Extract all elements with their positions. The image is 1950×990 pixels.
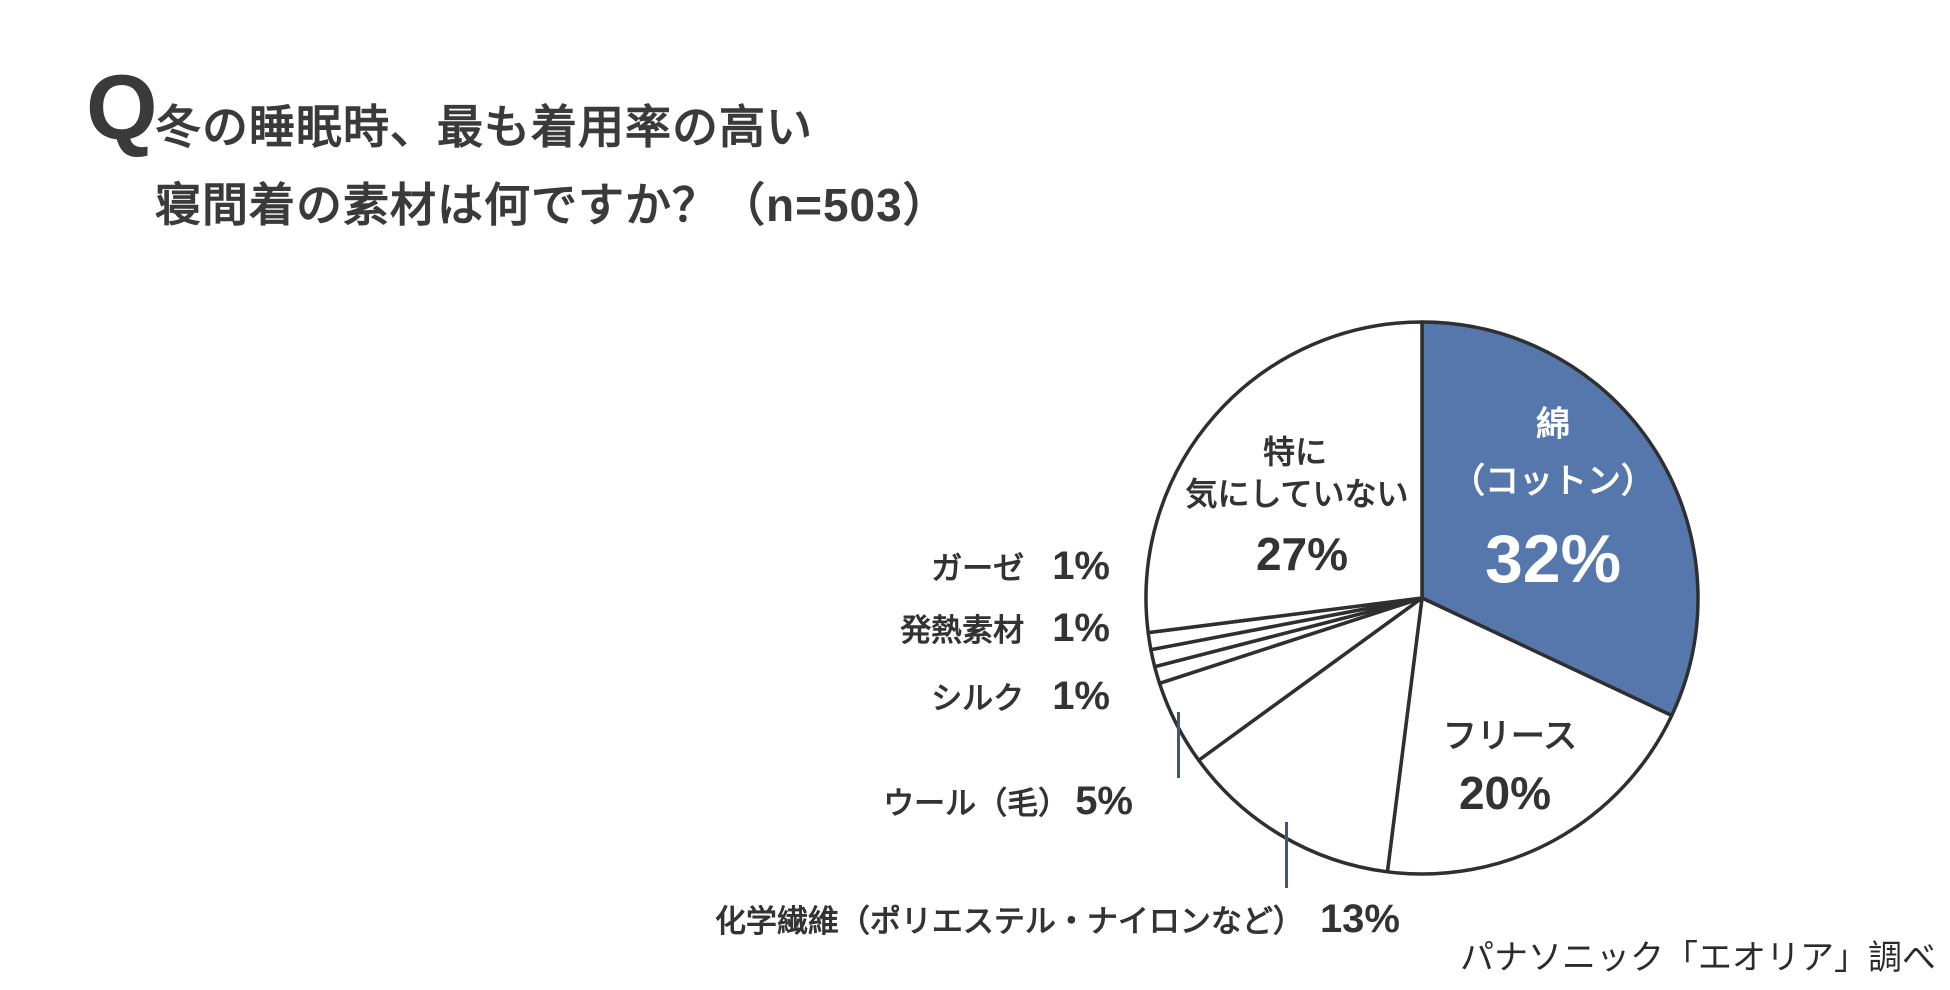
slice-pct-fleece: 20%	[1458, 767, 1552, 819]
slice-pct-chemical: 13%	[1319, 897, 1400, 941]
pie-chart	[1144, 320, 1700, 876]
pie-slice-fleece	[1385, 596, 1674, 876]
slice-label-heat: 発熱素材	[900, 613, 1025, 648]
slice-label-cotton-line2: （コットン）	[1451, 462, 1655, 501]
slice-label-fleece: フリース	[1442, 717, 1578, 756]
question-mark-label: Q	[86, 57, 158, 159]
label-row-heat: 発熱素材 1%	[900, 605, 1110, 651]
question-title: 冬の睡眠時、最も着用率の高い 寝間着の素材は何ですか？（n=503）	[155, 88, 950, 244]
slice-pct-gauze: 1%	[1052, 544, 1110, 588]
pie-slice-none	[1144, 320, 1424, 635]
label-row-silk: シルク 1%	[931, 673, 1110, 719]
slice-label-gauze: ガーゼ	[931, 551, 1025, 586]
pie-slice-chemical	[1196, 596, 1424, 874]
leader-line-wool	[1177, 712, 1180, 778]
label-row-chemical: 化学繊維（ポリエステル・ナイロンなど） 13%	[715, 896, 1400, 942]
slice-pct-cotton: 32%	[1484, 521, 1622, 597]
slice-label-none-line2: 気にしていない	[1185, 476, 1409, 512]
question-title-line1: 冬の睡眠時、最も着用率の高い	[155, 101, 813, 153]
slice-pct-heat: 1%	[1052, 606, 1110, 650]
slice-pct-wool: 5%	[1075, 779, 1133, 823]
slice-label-silk: シルク	[931, 681, 1025, 716]
slice-label-wool: ウール（毛）	[883, 786, 1070, 821]
source-note: パナソニック「エオリア」調べ	[1460, 939, 1936, 977]
label-row-gauze: ガーゼ 1%	[931, 543, 1110, 589]
slice-label-chemical: 化学繊維（ポリエステル・ナイロンなど）	[714, 904, 1304, 939]
label-row-wool: ウール（毛） 5%	[883, 778, 1133, 824]
slice-label-cotton-line1: 綿	[1536, 405, 1570, 444]
slice-label-none-line1: 特に	[1262, 434, 1328, 470]
slice-pct-none: 27%	[1255, 528, 1349, 580]
leader-line-chemical	[1285, 822, 1288, 888]
slice-pct-silk: 1%	[1052, 674, 1110, 718]
question-title-line2: 寝間着の素材は何ですか？（n=503）	[155, 179, 950, 231]
pie-slice-cotton	[1420, 320, 1700, 718]
